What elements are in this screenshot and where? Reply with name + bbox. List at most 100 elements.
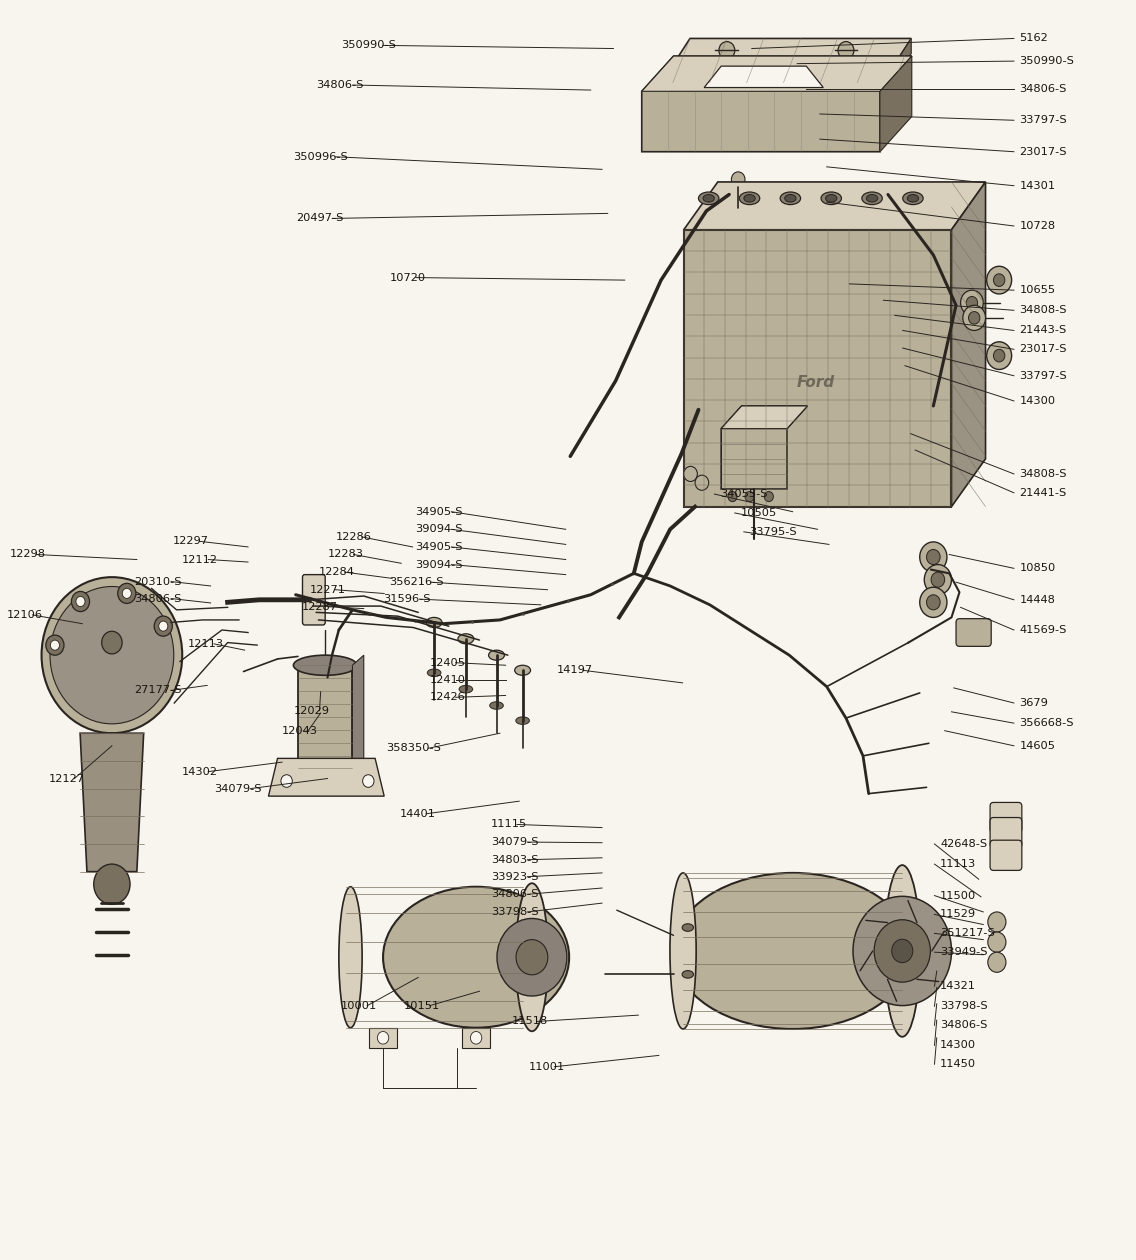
FancyBboxPatch shape	[302, 575, 325, 625]
Text: 14321: 14321	[941, 982, 976, 992]
Text: 33798-S: 33798-S	[941, 1002, 988, 1012]
Ellipse shape	[339, 887, 362, 1028]
Text: 12112: 12112	[182, 554, 218, 564]
Text: 11450: 11450	[941, 1060, 976, 1070]
Circle shape	[362, 775, 374, 788]
Ellipse shape	[516, 883, 549, 1031]
Text: 12284: 12284	[318, 567, 354, 577]
Text: 20497-S: 20497-S	[295, 213, 343, 223]
Text: 14300: 14300	[941, 1041, 976, 1051]
Ellipse shape	[703, 194, 715, 202]
Text: 358350-S: 358350-S	[386, 743, 442, 753]
Text: 34079-S: 34079-S	[491, 837, 538, 847]
Circle shape	[102, 631, 122, 654]
Text: 12298: 12298	[10, 549, 45, 559]
Text: 10655: 10655	[1020, 285, 1055, 295]
Ellipse shape	[682, 970, 693, 978]
Polygon shape	[952, 181, 986, 507]
Circle shape	[994, 273, 1005, 286]
Circle shape	[281, 775, 292, 788]
Text: 33798-S: 33798-S	[491, 907, 538, 917]
Text: 34055-S: 34055-S	[720, 489, 768, 499]
Ellipse shape	[740, 192, 760, 204]
Text: 14197: 14197	[557, 665, 593, 675]
Text: 12405: 12405	[429, 658, 466, 668]
Ellipse shape	[744, 194, 755, 202]
Circle shape	[745, 491, 754, 501]
Text: 34905-S: 34905-S	[415, 542, 462, 552]
Circle shape	[987, 341, 1012, 369]
Circle shape	[118, 583, 136, 604]
Text: 11113: 11113	[941, 859, 977, 869]
Ellipse shape	[458, 634, 474, 644]
Text: 10151: 10151	[403, 1000, 440, 1011]
Ellipse shape	[674, 873, 912, 1029]
Text: 34806-S: 34806-S	[134, 593, 182, 604]
Text: 34806-S: 34806-S	[491, 890, 538, 900]
Text: 12271: 12271	[309, 585, 345, 595]
Text: 5162: 5162	[1020, 34, 1049, 43]
Text: 14302: 14302	[182, 766, 218, 776]
Text: 21443-S: 21443-S	[1020, 325, 1067, 335]
Text: 34808-S: 34808-S	[1020, 469, 1067, 479]
Text: 10728: 10728	[1020, 220, 1055, 231]
Text: 21441-S: 21441-S	[1020, 488, 1067, 498]
Polygon shape	[661, 39, 911, 82]
Circle shape	[496, 919, 567, 995]
Circle shape	[969, 311, 980, 324]
Text: 10505: 10505	[741, 508, 777, 518]
Circle shape	[988, 912, 1006, 932]
Circle shape	[927, 595, 941, 610]
Ellipse shape	[826, 194, 837, 202]
Ellipse shape	[785, 194, 796, 202]
Circle shape	[516, 940, 548, 975]
Text: 34806-S: 34806-S	[941, 1021, 987, 1031]
Text: 11500: 11500	[941, 891, 977, 901]
Circle shape	[730, 212, 746, 229]
Ellipse shape	[296, 761, 353, 776]
Text: 12283: 12283	[327, 549, 364, 559]
Circle shape	[50, 586, 174, 723]
Circle shape	[728, 491, 737, 501]
Text: 350990-S: 350990-S	[341, 40, 396, 50]
Text: 23017-S: 23017-S	[1020, 146, 1067, 156]
Polygon shape	[880, 57, 912, 151]
Text: Ford: Ford	[796, 374, 835, 389]
Text: 39094-S: 39094-S	[415, 559, 462, 570]
FancyBboxPatch shape	[462, 1028, 490, 1048]
Ellipse shape	[383, 887, 569, 1028]
Text: 23017-S: 23017-S	[1020, 344, 1067, 354]
Circle shape	[967, 296, 978, 309]
FancyBboxPatch shape	[991, 840, 1022, 871]
Polygon shape	[883, 39, 911, 97]
Circle shape	[695, 475, 709, 490]
Circle shape	[927, 549, 941, 564]
Text: 3679: 3679	[1020, 698, 1049, 708]
Circle shape	[50, 640, 59, 650]
Text: 14301: 14301	[1020, 180, 1055, 190]
Polygon shape	[268, 759, 384, 796]
FancyBboxPatch shape	[991, 803, 1022, 833]
Ellipse shape	[426, 617, 442, 627]
Circle shape	[123, 588, 132, 598]
FancyBboxPatch shape	[369, 1028, 396, 1048]
Ellipse shape	[903, 192, 924, 204]
Text: 12113: 12113	[187, 639, 224, 649]
Text: 34806-S: 34806-S	[1020, 84, 1067, 93]
Text: 42648-S: 42648-S	[941, 839, 987, 849]
Text: 12286: 12286	[335, 532, 371, 542]
Polygon shape	[721, 406, 808, 489]
Circle shape	[159, 621, 168, 631]
Text: 14605: 14605	[1020, 741, 1055, 751]
Text: 12127: 12127	[49, 774, 84, 784]
Text: 14448: 14448	[1020, 595, 1055, 605]
Text: 356216-S: 356216-S	[389, 577, 443, 587]
Circle shape	[76, 596, 85, 606]
Text: 34079-S: 34079-S	[214, 784, 261, 794]
Text: 350996-S: 350996-S	[293, 151, 348, 161]
Polygon shape	[642, 57, 912, 151]
Ellipse shape	[427, 669, 441, 677]
Polygon shape	[721, 406, 808, 428]
Text: 10720: 10720	[390, 272, 426, 282]
Ellipse shape	[908, 194, 919, 202]
